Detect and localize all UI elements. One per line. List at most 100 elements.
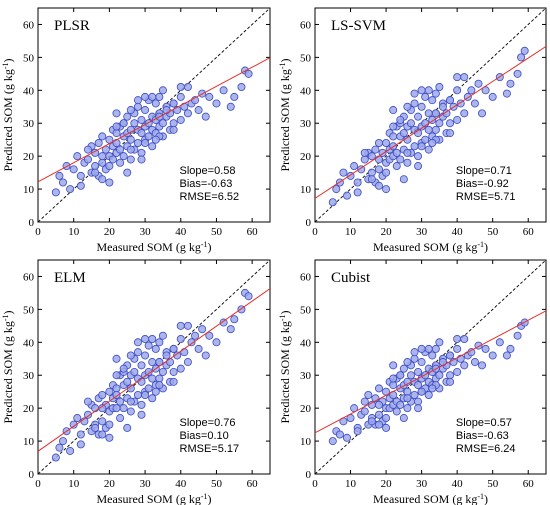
- x-tick-label: 50: [211, 226, 223, 238]
- data-point: [446, 377, 455, 386]
- data-point: [158, 367, 167, 376]
- data-point: [137, 115, 146, 124]
- data-point: [55, 443, 64, 452]
- data-point: [130, 367, 139, 376]
- data-point: [169, 377, 178, 386]
- data-point: [367, 168, 376, 177]
- data-point: [382, 414, 391, 423]
- plot-area: [38, 8, 270, 222]
- data-point: [414, 381, 423, 390]
- x-axis-label: Measured SOM (g kg-1): [97, 240, 212, 255]
- data-point: [332, 185, 341, 194]
- data-point: [144, 384, 153, 393]
- data-point: [342, 191, 351, 200]
- data-point: [470, 99, 479, 108]
- y-tick-label: 10: [300, 184, 312, 196]
- data-point: [141, 138, 150, 147]
- data-point: [453, 335, 462, 344]
- data-point: [403, 358, 412, 367]
- data-point: [396, 115, 405, 124]
- data-point: [517, 53, 526, 62]
- data-point: [453, 86, 462, 95]
- data-point: [66, 446, 75, 455]
- y-tick-label: 40: [23, 337, 35, 349]
- data-point: [183, 83, 192, 92]
- data-point: [424, 145, 433, 154]
- fit-line: [315, 45, 546, 199]
- data-point: [148, 374, 157, 383]
- data-point: [417, 387, 426, 396]
- data-point: [137, 148, 146, 157]
- data-point: [453, 344, 462, 353]
- data-point: [467, 86, 476, 95]
- data-point: [237, 83, 246, 92]
- x-tick-label: 60: [523, 478, 535, 490]
- data-point: [453, 73, 462, 82]
- data-point: [438, 102, 447, 111]
- data-point: [446, 371, 455, 380]
- data-point: [205, 331, 214, 340]
- data-point: [502, 89, 511, 98]
- data-point: [98, 404, 107, 413]
- x-tick-label: 0: [312, 226, 318, 238]
- data-point: [176, 92, 185, 101]
- data-point: [460, 361, 469, 370]
- y-tick-label: 30: [23, 118, 35, 130]
- data-point: [414, 162, 423, 171]
- y-tick-label: 10: [23, 184, 35, 196]
- data-point: [374, 155, 383, 164]
- data-point: [339, 168, 348, 177]
- data-point: [148, 335, 157, 344]
- data-point: [428, 384, 437, 393]
- data-point: [212, 99, 221, 108]
- data-point: [108, 155, 117, 164]
- stat-bias: Bias=-0.63: [180, 178, 233, 190]
- data-point: [226, 102, 235, 111]
- data-point: [428, 115, 437, 124]
- stat-slope: Slope=0.71: [456, 165, 512, 177]
- data-point: [428, 351, 437, 360]
- data-point: [460, 109, 469, 118]
- data-point: [481, 86, 490, 95]
- y-tick-label: 20: [300, 403, 312, 415]
- data-point: [51, 453, 60, 462]
- data-point: [133, 96, 142, 105]
- data-point: [389, 106, 398, 115]
- data-point: [116, 158, 125, 167]
- data-point: [112, 129, 121, 138]
- data-point: [151, 387, 160, 396]
- data-point: [417, 102, 426, 111]
- data-point: [328, 198, 337, 207]
- data-point: [421, 135, 430, 144]
- data-point: [173, 351, 182, 360]
- stat-slope: Slope=0.57: [456, 417, 512, 429]
- data-point: [98, 430, 107, 439]
- data-point: [76, 440, 85, 449]
- data-point: [98, 152, 107, 161]
- stat-rmse: RMSE=6.52: [180, 191, 240, 203]
- data-point: [392, 162, 401, 171]
- data-point: [353, 427, 362, 436]
- data-point: [194, 344, 203, 353]
- data-point: [126, 145, 135, 154]
- data-point: [435, 83, 444, 92]
- data-point: [123, 377, 132, 386]
- plot-frame: [314, 7, 547, 223]
- x-tick-label: 30: [140, 226, 152, 238]
- y-axis-label: Predicted SOM (g kg-1): [1, 311, 16, 424]
- data-point: [421, 92, 430, 101]
- data-point: [367, 417, 376, 426]
- fit-line: [38, 57, 270, 183]
- data-point: [414, 367, 423, 376]
- data-point: [148, 142, 157, 151]
- data-point: [137, 410, 146, 419]
- x-tick-label: 40: [175, 478, 187, 490]
- data-point: [399, 175, 408, 184]
- y-tick-label: 50: [300, 304, 312, 316]
- data-point: [123, 112, 132, 121]
- data-point: [435, 119, 444, 128]
- y-tick-label: 20: [300, 151, 312, 163]
- data-point: [126, 407, 135, 416]
- x-tick-label: 10: [68, 478, 80, 490]
- x-tick-label: 40: [452, 478, 464, 490]
